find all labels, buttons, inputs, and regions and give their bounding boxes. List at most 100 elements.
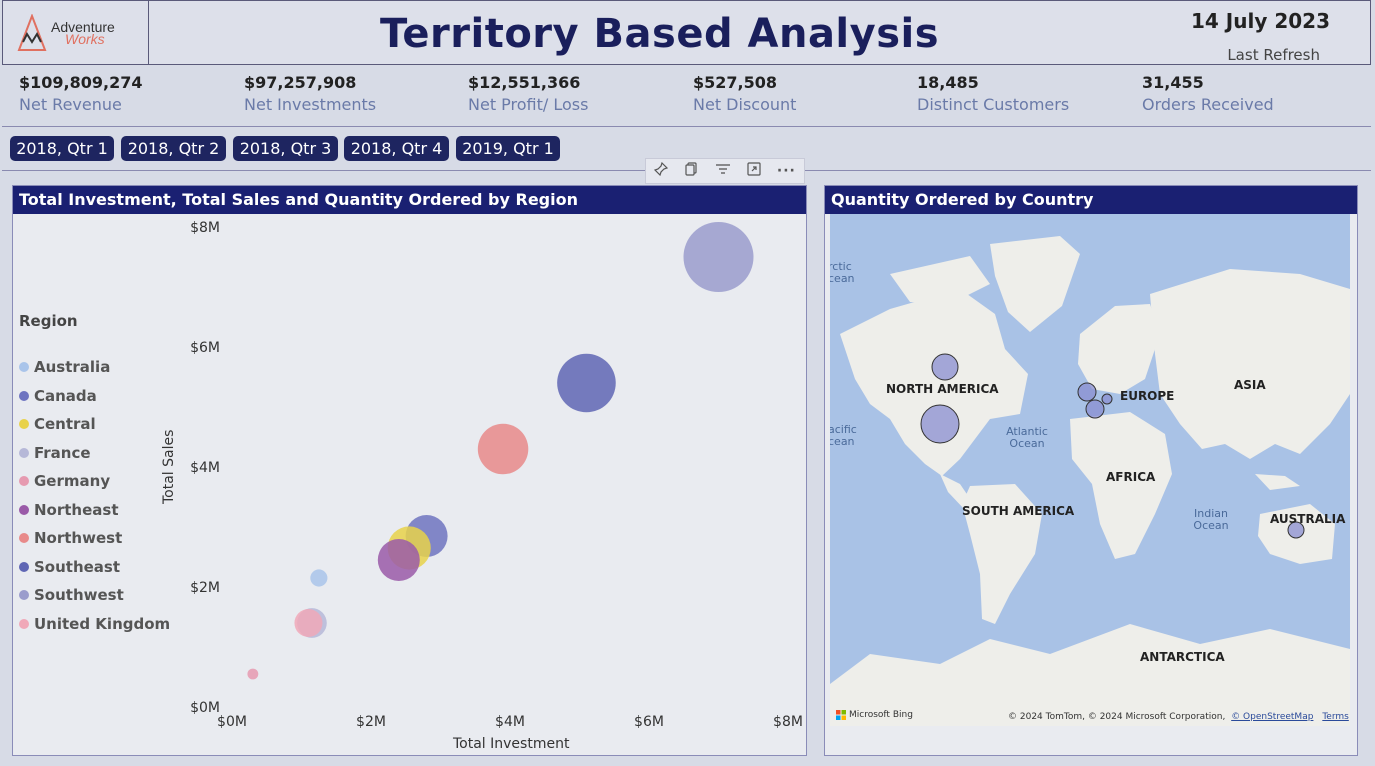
bubble-northeast[interactable] xyxy=(377,539,420,581)
kpi-value: 31,455 xyxy=(1142,73,1204,92)
legend-item-australia[interactable]: Australia xyxy=(19,358,110,376)
legend-item-france[interactable]: France xyxy=(19,444,91,462)
map-bubble-united-states[interactable] xyxy=(920,404,960,444)
x-tick-label: $8M xyxy=(773,714,803,730)
bubble-united-kingdom[interactable] xyxy=(294,609,323,637)
continent-label: ANTARCTICA xyxy=(1140,650,1225,664)
openstreetmap-link[interactable]: © OpenStreetMap xyxy=(1231,712,1314,722)
continent-label: AFRICA xyxy=(1106,470,1156,484)
copy-icon[interactable] xyxy=(684,162,698,180)
kpi-label: Net Investments xyxy=(244,95,377,114)
bubble-australia[interactable] xyxy=(310,569,328,587)
map-bubble-australia[interactable] xyxy=(1287,521,1305,539)
logo: Adventure Works xyxy=(3,1,149,64)
focus-mode-icon[interactable] xyxy=(747,162,761,180)
copyright-text: © 2024 TomTom, © 2024 Microsoft Corporat… xyxy=(1008,712,1226,722)
kpi-distinct-customers: 18,485 Distinct Customers xyxy=(917,73,1069,114)
kpi-net-revenue: $109,809,274 Net Revenue xyxy=(19,73,142,114)
scatter-plot: $8M $6M $4M $2M $0M$0M $2M $4M $6M $8M xyxy=(190,220,803,730)
ocean-label: Indian Ocean xyxy=(1193,507,1229,532)
legend-item-united-kingdom[interactable]: United Kingdom xyxy=(19,615,170,633)
kpi-value: $109,809,274 xyxy=(19,73,143,92)
legend-item-central[interactable]: Central xyxy=(19,415,96,433)
x-tick-label: $6M xyxy=(634,714,664,730)
y-tick-label: $0M xyxy=(190,700,220,716)
y-tick-label: $6M xyxy=(190,340,220,356)
legend-label: Northeast xyxy=(34,500,119,519)
legend-label: Germany xyxy=(34,472,111,490)
kpi-net-profit-loss: $12,551,366 Net Profit/ Loss xyxy=(468,73,588,114)
continent-label: AUSTRALIA xyxy=(1270,512,1346,526)
ocean-label: acific cean xyxy=(830,423,857,448)
map-bubble-united-kingdom[interactable] xyxy=(1077,382,1097,402)
legend-dot xyxy=(19,390,29,401)
kpi-value: 18,485 xyxy=(917,73,979,92)
legend-label: France xyxy=(34,443,91,462)
bubble-southeast[interactable] xyxy=(557,353,616,413)
legend-dot xyxy=(19,447,29,458)
kpi-orders-received: 31,455 Orders Received xyxy=(1142,73,1274,114)
continent-label: SOUTH AMERICA xyxy=(962,504,1075,518)
slicer-2018-q2[interactable]: 2018, Qtr 2 xyxy=(121,136,226,161)
filter-icon[interactable] xyxy=(715,162,731,180)
kpi-net-investments: $97,257,908 Net Investments xyxy=(244,73,376,114)
legend-label: Central xyxy=(34,415,96,433)
continent-label: EUROPE xyxy=(1120,389,1175,403)
report-header: Adventure Works Territory Based Analysis… xyxy=(2,0,1371,65)
bing-label: Microsoft Bing xyxy=(849,710,913,720)
slicer-2019-q1[interactable]: 2019, Qtr 1 xyxy=(456,136,560,161)
kpi-label: Distinct Customers xyxy=(917,95,1070,114)
ocean-label: Atlantic Ocean xyxy=(1006,425,1048,450)
bubble-southwest[interactable] xyxy=(683,222,754,292)
visual-header-toolbar: ··· xyxy=(645,158,805,184)
x-tick-label: $0M xyxy=(217,714,247,730)
bubble-germany[interactable] xyxy=(247,668,259,680)
quarter-slicer: 2018, Qtr 1 2018, Qtr 2 2018, Qtr 3 2018… xyxy=(2,127,1371,171)
pin-icon[interactable] xyxy=(653,161,669,180)
legend-dot xyxy=(19,476,29,486)
map-panel: Quantity Ordered by Country xyxy=(824,185,1358,756)
legend-dot xyxy=(19,362,29,372)
x-tick-label: $4M xyxy=(495,714,525,730)
legend-item-northeast[interactable]: Northeast xyxy=(19,501,119,519)
legend-label: United Kingdom xyxy=(34,614,171,633)
legend-dot xyxy=(19,561,29,572)
legend-label: Southeast xyxy=(34,557,121,576)
slicer-2018-q1[interactable]: 2018, Qtr 1 xyxy=(10,136,114,161)
x-axis-label: Total Investment xyxy=(453,736,570,752)
refresh-label: Last Refresh xyxy=(1227,46,1320,64)
legend-dot xyxy=(19,419,29,429)
kpi-value: $12,551,366 xyxy=(468,73,581,92)
adventure-works-logo-icon xyxy=(17,13,47,51)
map-bubble-canada[interactable] xyxy=(931,353,959,381)
legend-dot xyxy=(19,590,29,600)
more-options-icon[interactable]: ··· xyxy=(776,163,796,179)
legend-dot xyxy=(19,533,29,543)
y-tick-label: $8M xyxy=(190,220,220,236)
continent-label: NORTH AMERICA xyxy=(886,382,999,396)
legend-label: Canada xyxy=(34,386,97,405)
legend-item-germany[interactable]: Germany xyxy=(19,472,110,490)
map-bubble-germany[interactable] xyxy=(1101,393,1113,405)
slicer-2018-q4[interactable]: 2018, Qtr 4 xyxy=(344,136,449,161)
terms-link[interactable]: Terms xyxy=(1322,712,1349,722)
legend-label: Southwest xyxy=(34,586,124,604)
y-tick-label: $2M xyxy=(190,580,220,596)
legend-item-northwest[interactable]: Northwest xyxy=(19,529,122,547)
scatter-title: Total Investment, Total Sales and Quanti… xyxy=(13,186,806,214)
legend-item-southwest[interactable]: Southwest xyxy=(19,586,124,604)
slicer-2018-q3[interactable]: 2018, Qtr 3 xyxy=(233,136,338,161)
x-tick-label: $2M xyxy=(356,714,386,730)
page-title: Territory Based Analysis xyxy=(379,11,940,57)
legend-item-canada[interactable]: Canada xyxy=(19,387,97,405)
map-bubble-france[interactable] xyxy=(1085,399,1105,419)
legend-dot xyxy=(19,618,29,629)
y-tick-label: $4M xyxy=(190,460,220,476)
continent-label: ASIA xyxy=(1234,378,1266,392)
logo-line1: Adventure xyxy=(51,18,115,35)
legend-item-southeast[interactable]: Southeast xyxy=(19,558,120,576)
world-map[interactable]: NORTH AMERICA EUROPE ASIA AFRICA SOUTH A… xyxy=(830,214,1350,726)
bubble-northwest[interactable] xyxy=(477,423,529,475)
logo-line2: Works xyxy=(65,30,105,47)
kpi-value: $97,257,908 xyxy=(244,73,357,92)
